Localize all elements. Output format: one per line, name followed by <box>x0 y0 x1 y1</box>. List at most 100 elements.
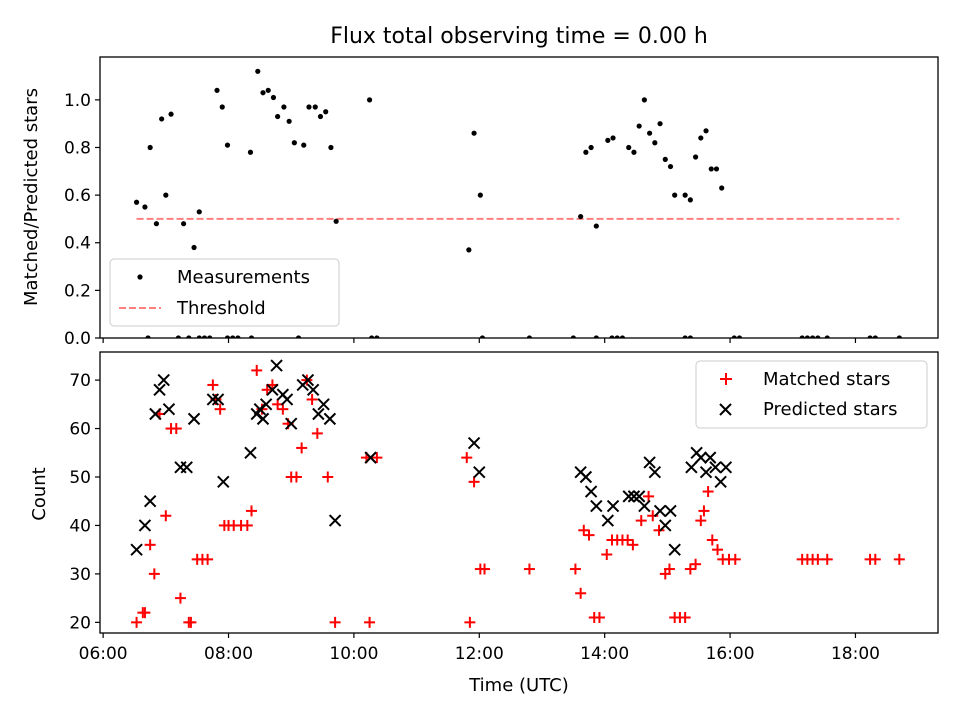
top-legend: Measurements Threshold <box>109 258 340 327</box>
matched-star-point <box>261 384 273 396</box>
bottom-axes-frame <box>99 351 939 634</box>
top-y-axis-label: Matched/Predicted stars <box>21 88 42 306</box>
predicted-star-point <box>174 461 187 474</box>
predicted-star-point <box>606 499 620 513</box>
measurement-point <box>214 87 220 93</box>
matched-star-point <box>593 611 605 623</box>
matched-star-point <box>207 379 219 391</box>
predicted-star-point <box>211 393 225 406</box>
matched-star-point <box>329 616 341 628</box>
matched-star-point <box>821 553 833 565</box>
measurement-point <box>593 223 599 229</box>
matched-star-point <box>702 486 714 498</box>
measurement-point <box>605 137 611 143</box>
predicted-star-point <box>162 402 176 416</box>
matched-star-point <box>583 529 595 541</box>
matched-star-point <box>653 524 665 536</box>
predicted-star-point <box>317 398 330 411</box>
measurement-point <box>719 185 725 191</box>
predicted-star-point <box>704 451 717 464</box>
measurement-point <box>477 192 483 198</box>
measurement-point <box>147 144 153 151</box>
predicted-star-point <box>180 461 193 474</box>
predicted-star-point <box>709 461 722 474</box>
matched-star-point <box>464 616 476 628</box>
matched-star-point <box>712 544 724 556</box>
measurement-point <box>366 97 373 103</box>
predicted-star-point <box>659 519 672 532</box>
top-y-tick-labels: 0.0 0.2 0.4 0.6 0.8 1.0 <box>64 91 91 349</box>
predicted-star-point <box>714 475 727 489</box>
measurement-point <box>631 149 637 155</box>
measurement-point <box>163 192 169 198</box>
measurement-point <box>641 97 647 103</box>
legend-measurements-marker <box>137 274 143 280</box>
measurement-point <box>323 109 329 115</box>
matched-star-point <box>461 452 473 464</box>
predicted-star-point <box>467 436 481 450</box>
measurement-point <box>265 87 271 93</box>
predicted-star-point <box>664 504 677 518</box>
bottom-y-tick-label: 50 <box>69 468 91 488</box>
legend-threshold-label: Threshold <box>176 298 266 319</box>
bottom-plot-area <box>130 359 905 628</box>
predicted-star-point <box>280 393 294 406</box>
measurement-point <box>333 218 339 224</box>
top-ticks <box>95 99 857 343</box>
predicted-star-point <box>590 499 603 513</box>
matched-star-point <box>364 616 376 628</box>
measurement-point <box>247 149 254 155</box>
measurement-point <box>471 130 477 136</box>
predicted-star-point <box>627 490 641 503</box>
measurement-point <box>667 163 674 170</box>
matched-star-point <box>695 515 707 527</box>
measurement-point <box>291 140 297 146</box>
top-axes-frame <box>99 56 939 339</box>
measurement-point <box>687 197 693 203</box>
legend-predicted-marker <box>719 403 732 416</box>
matched-star-point <box>622 534 634 546</box>
measurement-point <box>191 244 197 251</box>
matched-star-point <box>202 553 214 565</box>
measurement-point <box>626 144 632 151</box>
measurement-point <box>306 104 312 110</box>
matched-star-point <box>160 510 172 522</box>
bottom-x-tick-label: 14:00 <box>580 644 629 664</box>
matched-star-point <box>643 490 655 502</box>
measurement-point <box>312 104 318 110</box>
matched-star-point <box>679 611 691 623</box>
top-panel: 0.0 0.2 0.4 0.6 0.8 1.0 Matched/Predicted sta… <box>21 56 939 349</box>
matched-star-point <box>663 563 675 575</box>
measurement-point <box>692 154 699 160</box>
predicted-star-point <box>653 504 667 518</box>
legend-measurements-label: Measurements <box>177 267 310 288</box>
matched-star-point <box>706 534 718 546</box>
matched-star-point <box>869 553 881 565</box>
measurement-point <box>328 144 334 151</box>
measurement-point <box>703 128 709 134</box>
predicted-star-point <box>312 407 325 421</box>
matched-star-point <box>144 539 156 551</box>
top-y-tick-label: 0.6 <box>64 186 91 206</box>
measurement-point <box>133 199 140 205</box>
measurement-point <box>255 68 261 74</box>
measurement-point <box>466 247 472 253</box>
measurement-point <box>583 149 589 155</box>
matched-star-point <box>371 452 383 464</box>
predicted-star-point <box>622 490 635 503</box>
predicted-star-point <box>579 470 593 484</box>
matched-star-point <box>139 607 151 619</box>
matched-star-point <box>468 476 480 488</box>
predicted-star-point <box>668 543 681 556</box>
predicted-star-point <box>584 485 598 498</box>
predicted-star-point <box>301 373 315 387</box>
predicted-star-point <box>138 519 152 532</box>
matched-star-point <box>185 616 197 628</box>
predicted-star-point <box>323 412 337 426</box>
predicted-star-point <box>266 383 279 396</box>
predicted-star-point <box>643 456 656 469</box>
measurement-point <box>662 156 668 162</box>
measurement-point <box>713 166 720 172</box>
measurement-point <box>168 111 174 117</box>
matched-star-point <box>311 427 323 439</box>
